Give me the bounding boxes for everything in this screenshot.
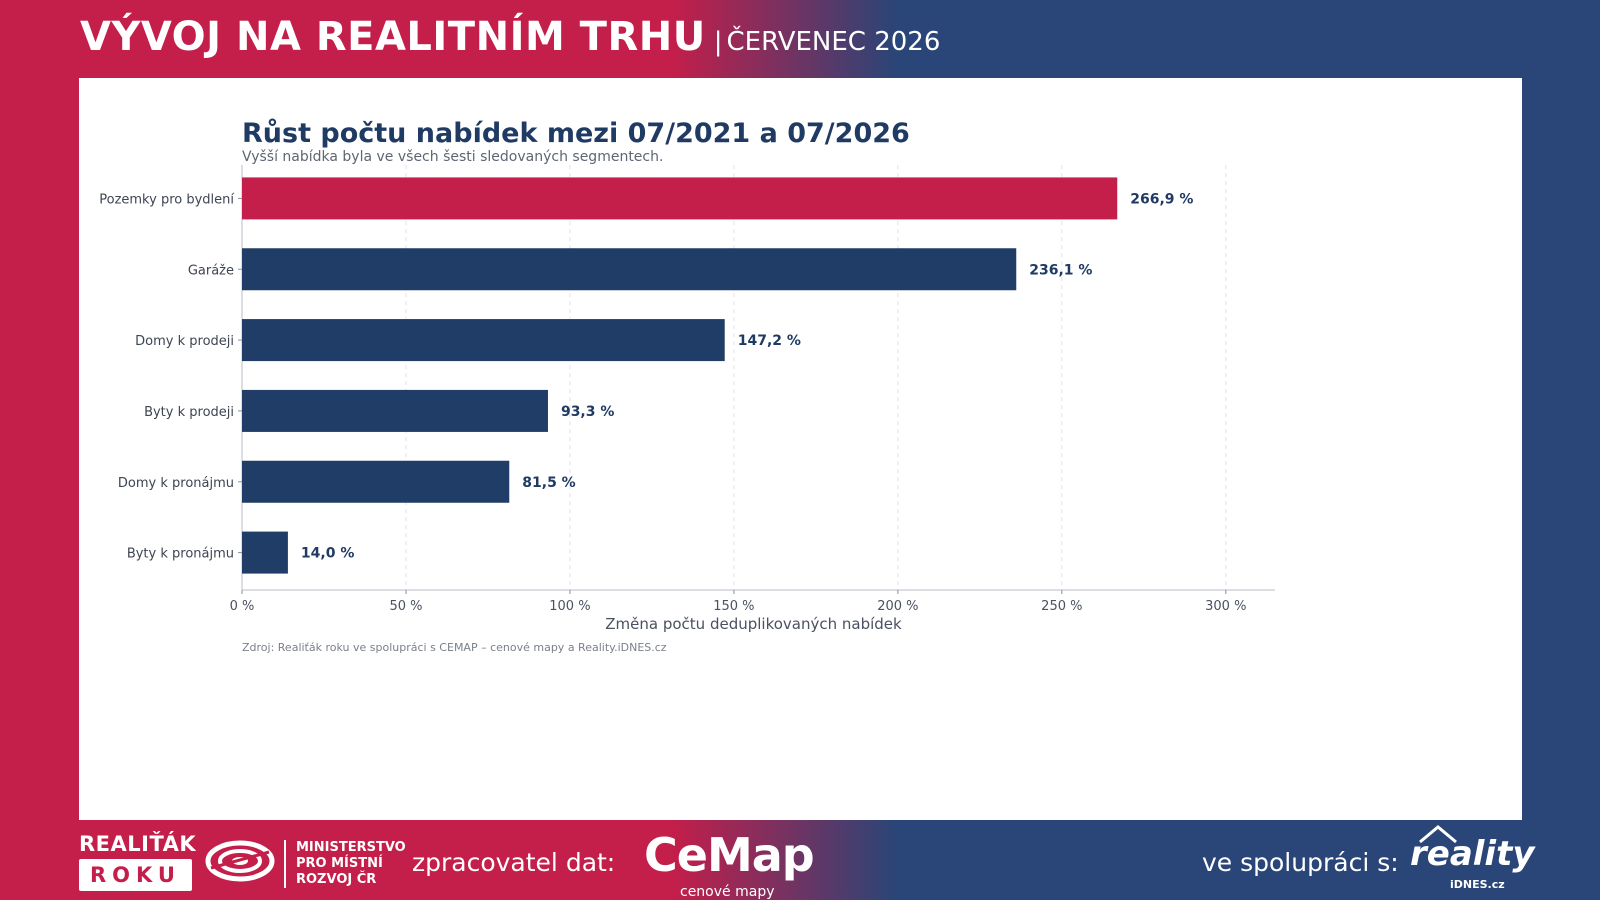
x-tick-label: 200 % xyxy=(877,599,918,614)
x-tick-label: 150 % xyxy=(713,599,754,614)
page-subtitle: ČERVENEC 2026 xyxy=(726,27,941,57)
x-axis-label: Změna počtu deduplikovaných nabídek xyxy=(605,615,902,633)
header-separator: | xyxy=(713,27,723,57)
footer: REALIŤÁK ROKU MINISTERSTVO PRO MÍSTNÍ RO… xyxy=(0,820,1600,900)
realitak-logo-top: REALIŤÁK xyxy=(79,832,197,856)
chart-title: Růst počtu nabídek mezi 07/2021 a 07/202… xyxy=(242,118,910,149)
category-label: Byty k pronájmu xyxy=(127,547,234,562)
cemap-logo-word: CeMap xyxy=(644,828,815,882)
x-tick-label: 0 % xyxy=(230,599,255,614)
source-note: Zdroj: Realiťák roku ve spolupráci s CEM… xyxy=(242,641,667,654)
page-title: VÝVOJ NA REALITNÍM TRHU xyxy=(80,14,706,60)
category-label: Domy k pronájmu xyxy=(118,476,234,491)
category-label: Garáže xyxy=(188,263,234,278)
x-tick-label: 50 % xyxy=(389,599,422,614)
category-label: Pozemky pro bydlení xyxy=(99,192,234,207)
cemap-logo-sub: cenové mapy xyxy=(680,884,775,900)
mmr-logo-text: MINISTERSTVO PRO MÍSTNÍ ROZVOJ ČR xyxy=(296,840,406,888)
mmr-line: PRO MÍSTNÍ xyxy=(296,856,383,871)
realitak-logo-bottom: ROKU xyxy=(79,859,192,891)
processor-label: zpracovatel dat: xyxy=(412,848,616,877)
mmr-line: MINISTERSTVO xyxy=(296,840,406,855)
bar xyxy=(242,460,510,503)
bar xyxy=(242,177,1118,220)
bar xyxy=(242,319,725,362)
realitak-roku-logo: REALIŤÁK ROKU xyxy=(79,832,197,891)
bar xyxy=(242,248,1017,291)
cemap-logo: CeMap cenové mapy xyxy=(644,828,815,900)
data-label: 147,2 % xyxy=(738,333,801,349)
mmr-emblem-icon xyxy=(205,840,275,882)
x-tick-label: 250 % xyxy=(1041,599,1082,614)
reality-logo-word: reality xyxy=(1410,834,1535,874)
reality-logo-sub: iDNES.cz xyxy=(1450,878,1505,891)
mmr-divider xyxy=(284,840,286,888)
page-header: VÝVOJ NA REALITNÍM TRHU | ČERVENEC 2026 xyxy=(80,14,940,60)
bar xyxy=(242,531,288,574)
partner-label: ve spolupráci s: xyxy=(1202,848,1399,877)
chart-subtitle: Vyšší nabídka byla ve všech šesti sledov… xyxy=(242,149,664,165)
house-roof-icon xyxy=(1419,825,1457,844)
data-label: 81,5 % xyxy=(522,475,575,491)
category-label: Domy k prodeji xyxy=(135,334,234,349)
reality-idnes-logo: reality iDNES.cz xyxy=(1410,825,1535,891)
bar xyxy=(242,389,548,432)
data-label: 266,9 % xyxy=(1130,191,1193,207)
x-tick-label: 100 % xyxy=(549,599,590,614)
data-label: 14,0 % xyxy=(301,546,354,562)
data-label: 236,1 % xyxy=(1029,262,1092,278)
x-tick-label: 300 % xyxy=(1205,599,1246,614)
category-label: Byty k prodeji xyxy=(144,405,234,420)
mmr-line: ROZVOJ ČR xyxy=(296,872,377,887)
data-label: 93,3 % xyxy=(561,404,614,420)
